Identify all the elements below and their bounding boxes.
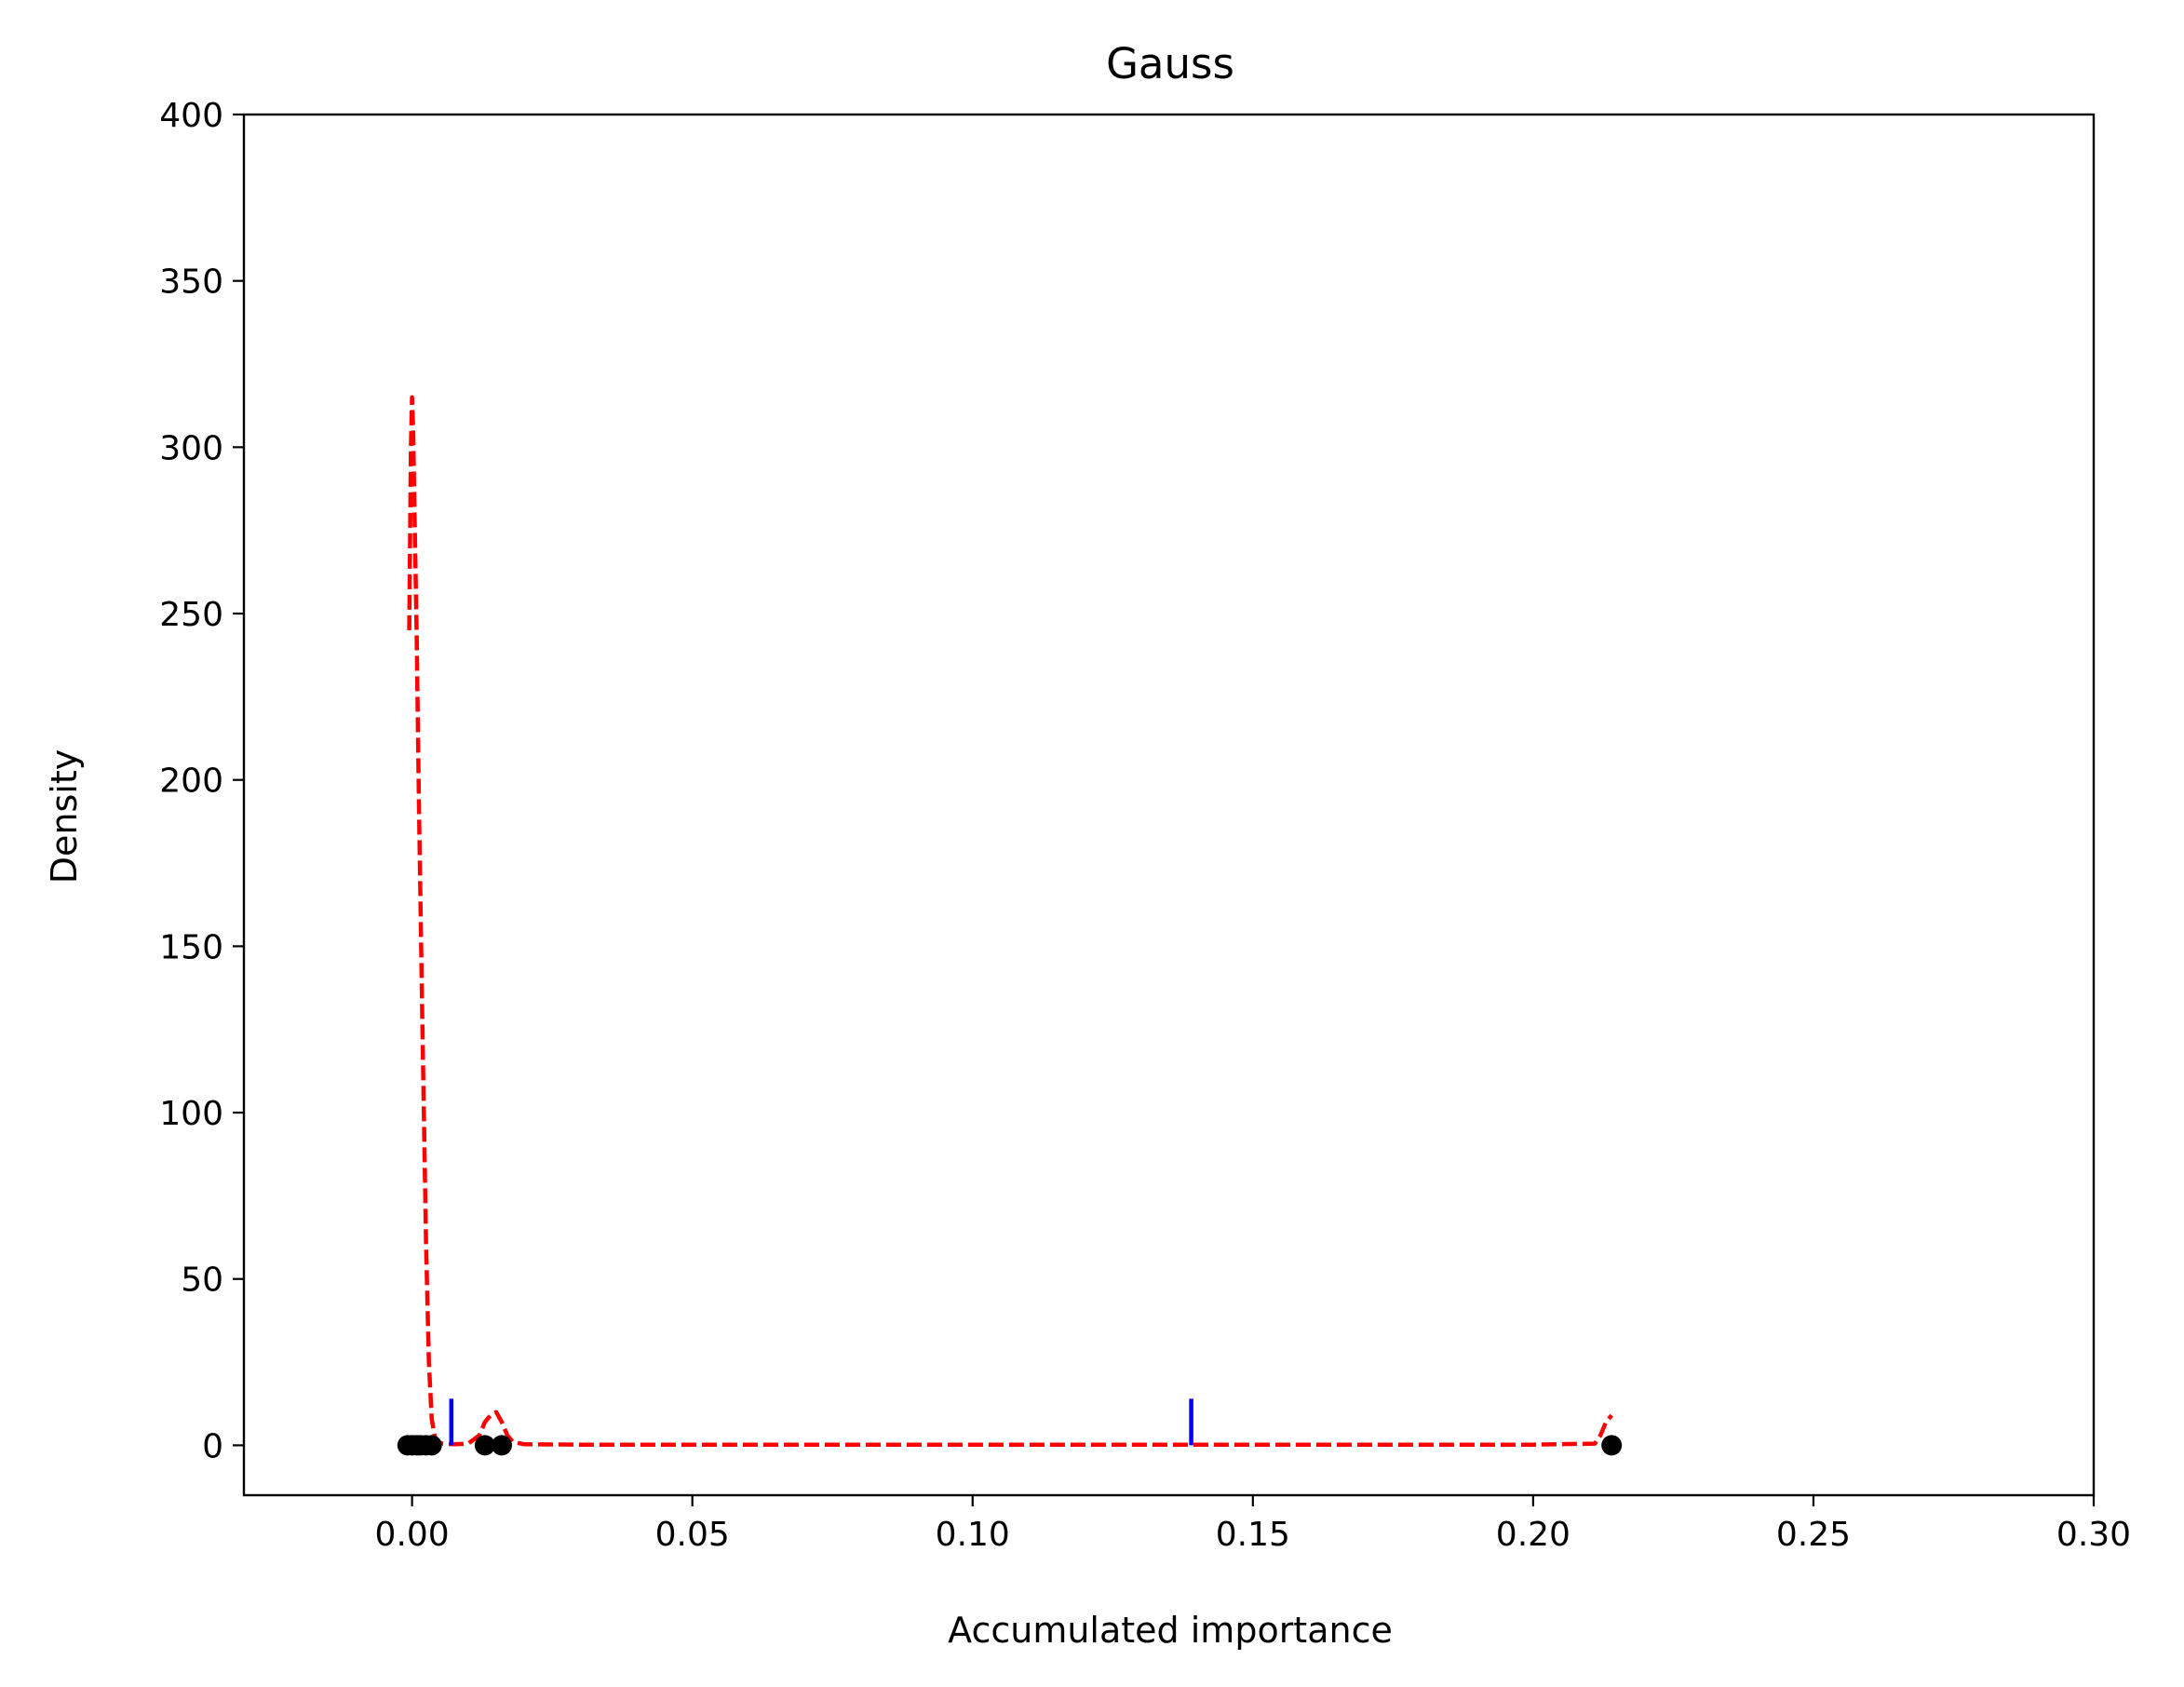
y-tick-label-1: 50 xyxy=(181,1262,223,1300)
x-tick-label-3: 0.15 xyxy=(1216,1516,1290,1554)
x-tick-label-5: 0.25 xyxy=(1776,1516,1851,1554)
y-tick-label-4: 200 xyxy=(159,763,223,801)
x-tick-label-2: 0.10 xyxy=(936,1516,1010,1554)
x-tick-label-6: 0.30 xyxy=(2056,1516,2131,1554)
plot-frame xyxy=(242,113,2096,1497)
x-tick-label-0: 0.00 xyxy=(375,1516,450,1554)
y-tick-label-3: 150 xyxy=(159,928,223,966)
y-tick-label-6: 300 xyxy=(159,429,223,467)
x-tick-label-4: 0.20 xyxy=(1496,1516,1571,1554)
data-point-6 xyxy=(474,1435,495,1456)
y-tick-label-8: 400 xyxy=(159,97,223,135)
density-curve-0 xyxy=(407,395,1613,1447)
x-tick-label-1: 0.05 xyxy=(655,1516,730,1554)
data-point-5 xyxy=(421,1435,442,1456)
chart-title: Gauss xyxy=(1106,39,1234,88)
y-axis-label: Density xyxy=(44,749,85,884)
data-point-8 xyxy=(1601,1435,1623,1456)
x-axis-ticks: 0.00 0.05 0.10 0.15 0.20 0.25 0.30 xyxy=(375,1495,2131,1554)
data-point-7 xyxy=(491,1435,512,1456)
y-axis-ticks: 0 50 100 150 200 250 300 350 400 xyxy=(159,97,244,1465)
y-tick-label-2: 100 xyxy=(159,1095,223,1133)
y-tick-label-7: 350 xyxy=(159,263,223,302)
y-tick-label-5: 250 xyxy=(159,596,223,634)
plot-area xyxy=(397,395,1623,1456)
x-axis-label: Accumulated importance xyxy=(948,1610,1393,1651)
y-tick-label-0: 0 xyxy=(202,1427,223,1465)
